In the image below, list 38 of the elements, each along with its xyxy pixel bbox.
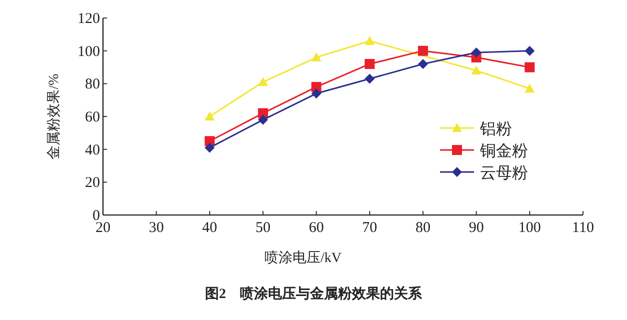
x-tick-label: 80 xyxy=(416,220,430,236)
point xyxy=(471,47,482,58)
point xyxy=(418,58,428,69)
point xyxy=(524,46,535,56)
point xyxy=(204,112,215,120)
point xyxy=(258,114,268,125)
x-tick-label: 30 xyxy=(148,220,164,236)
y-axis-title: 金属粉效果/% xyxy=(46,73,62,160)
point xyxy=(418,46,428,56)
point xyxy=(364,58,375,69)
y-tick-label: 100 xyxy=(78,44,100,60)
point xyxy=(524,84,535,93)
y-tick-label: 80 xyxy=(85,76,100,93)
point xyxy=(204,142,215,153)
y-tick-label: 60 xyxy=(85,110,100,126)
legend-label: 云母粉 xyxy=(480,165,528,182)
point xyxy=(258,77,268,86)
x-tick-label: 100 xyxy=(518,220,541,236)
point xyxy=(471,66,482,75)
x-tick-label: 40 xyxy=(202,220,218,236)
point xyxy=(364,74,375,84)
y-tick-label: 20 xyxy=(85,175,100,192)
point xyxy=(524,62,535,72)
x-tick-label: 110 xyxy=(572,220,594,236)
point xyxy=(311,52,322,62)
x-tick-label: 20 xyxy=(96,220,110,236)
legend-label: 铜金粉 xyxy=(479,143,528,160)
text: 图2 喷涂电压与金属粉效果的关系 xyxy=(205,285,423,302)
point xyxy=(364,36,375,45)
legend-label: 铝粉 xyxy=(479,121,512,138)
x-tick-label: 60 xyxy=(308,220,324,236)
y-tick-label: 40 xyxy=(85,142,100,158)
x-axis-title: 喷涂电压/kV xyxy=(264,250,342,266)
y-tick-label: 120 xyxy=(78,11,100,27)
point xyxy=(311,88,322,99)
x-tick-label: 50 xyxy=(256,220,270,236)
x-tick-label: 90 xyxy=(468,220,484,236)
x-tick-label: 70 xyxy=(362,220,378,236)
